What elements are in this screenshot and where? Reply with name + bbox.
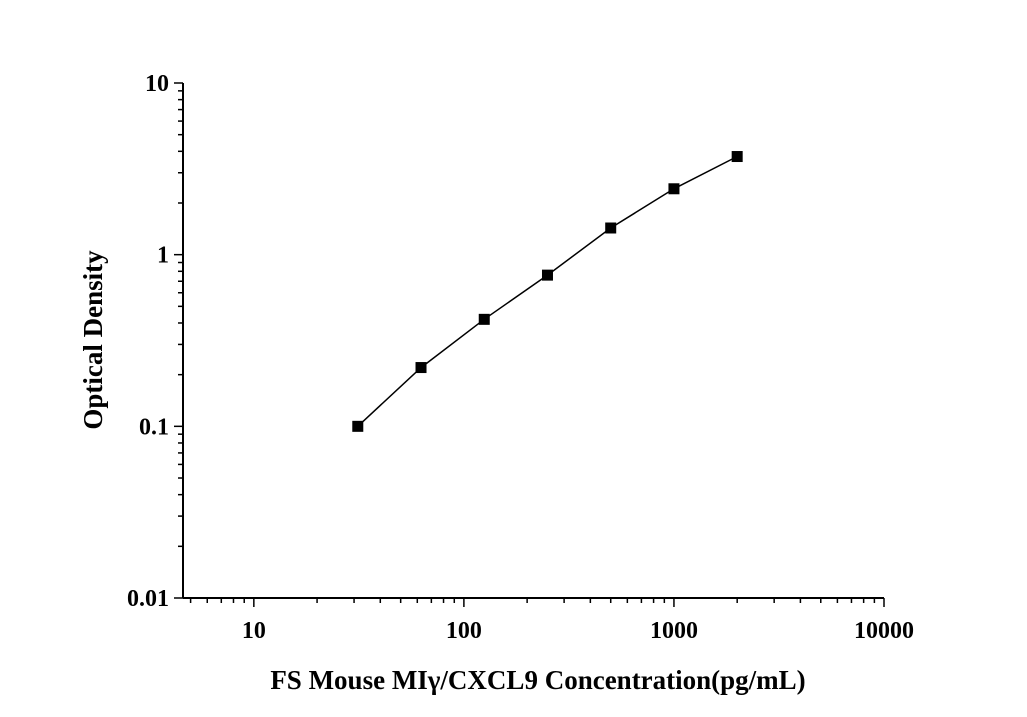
axes xyxy=(182,83,884,599)
x-axis-ticks: 10 100 1000 10000 xyxy=(189,598,914,644)
y-tick-label: 1 xyxy=(157,243,169,269)
y-axis-title: Optical Density xyxy=(78,250,108,430)
y-tick-label: 0.1 xyxy=(139,414,169,440)
x-tick-label: 100 xyxy=(446,618,482,644)
y-tick-label: 0.01 xyxy=(127,586,169,612)
data-point xyxy=(605,222,617,234)
data-point xyxy=(541,269,553,281)
series xyxy=(352,151,743,432)
data-point xyxy=(478,313,490,325)
y-axis-ticks: 0.01 0.1 1 10 xyxy=(127,71,183,612)
x-axis-title: FS Mouse MIγ/CXCL9 Concentration(pg/mL) xyxy=(270,665,805,695)
data-point xyxy=(668,183,680,195)
x-tick-label: 1000 xyxy=(650,618,698,644)
x-tick-label: 10000 xyxy=(854,618,914,644)
x-tick-label: 10 xyxy=(242,618,266,644)
data-point xyxy=(731,151,743,163)
series-line xyxy=(357,155,738,427)
data-point xyxy=(352,420,364,432)
data-point xyxy=(415,362,427,374)
y-tick-label: 10 xyxy=(145,71,169,97)
